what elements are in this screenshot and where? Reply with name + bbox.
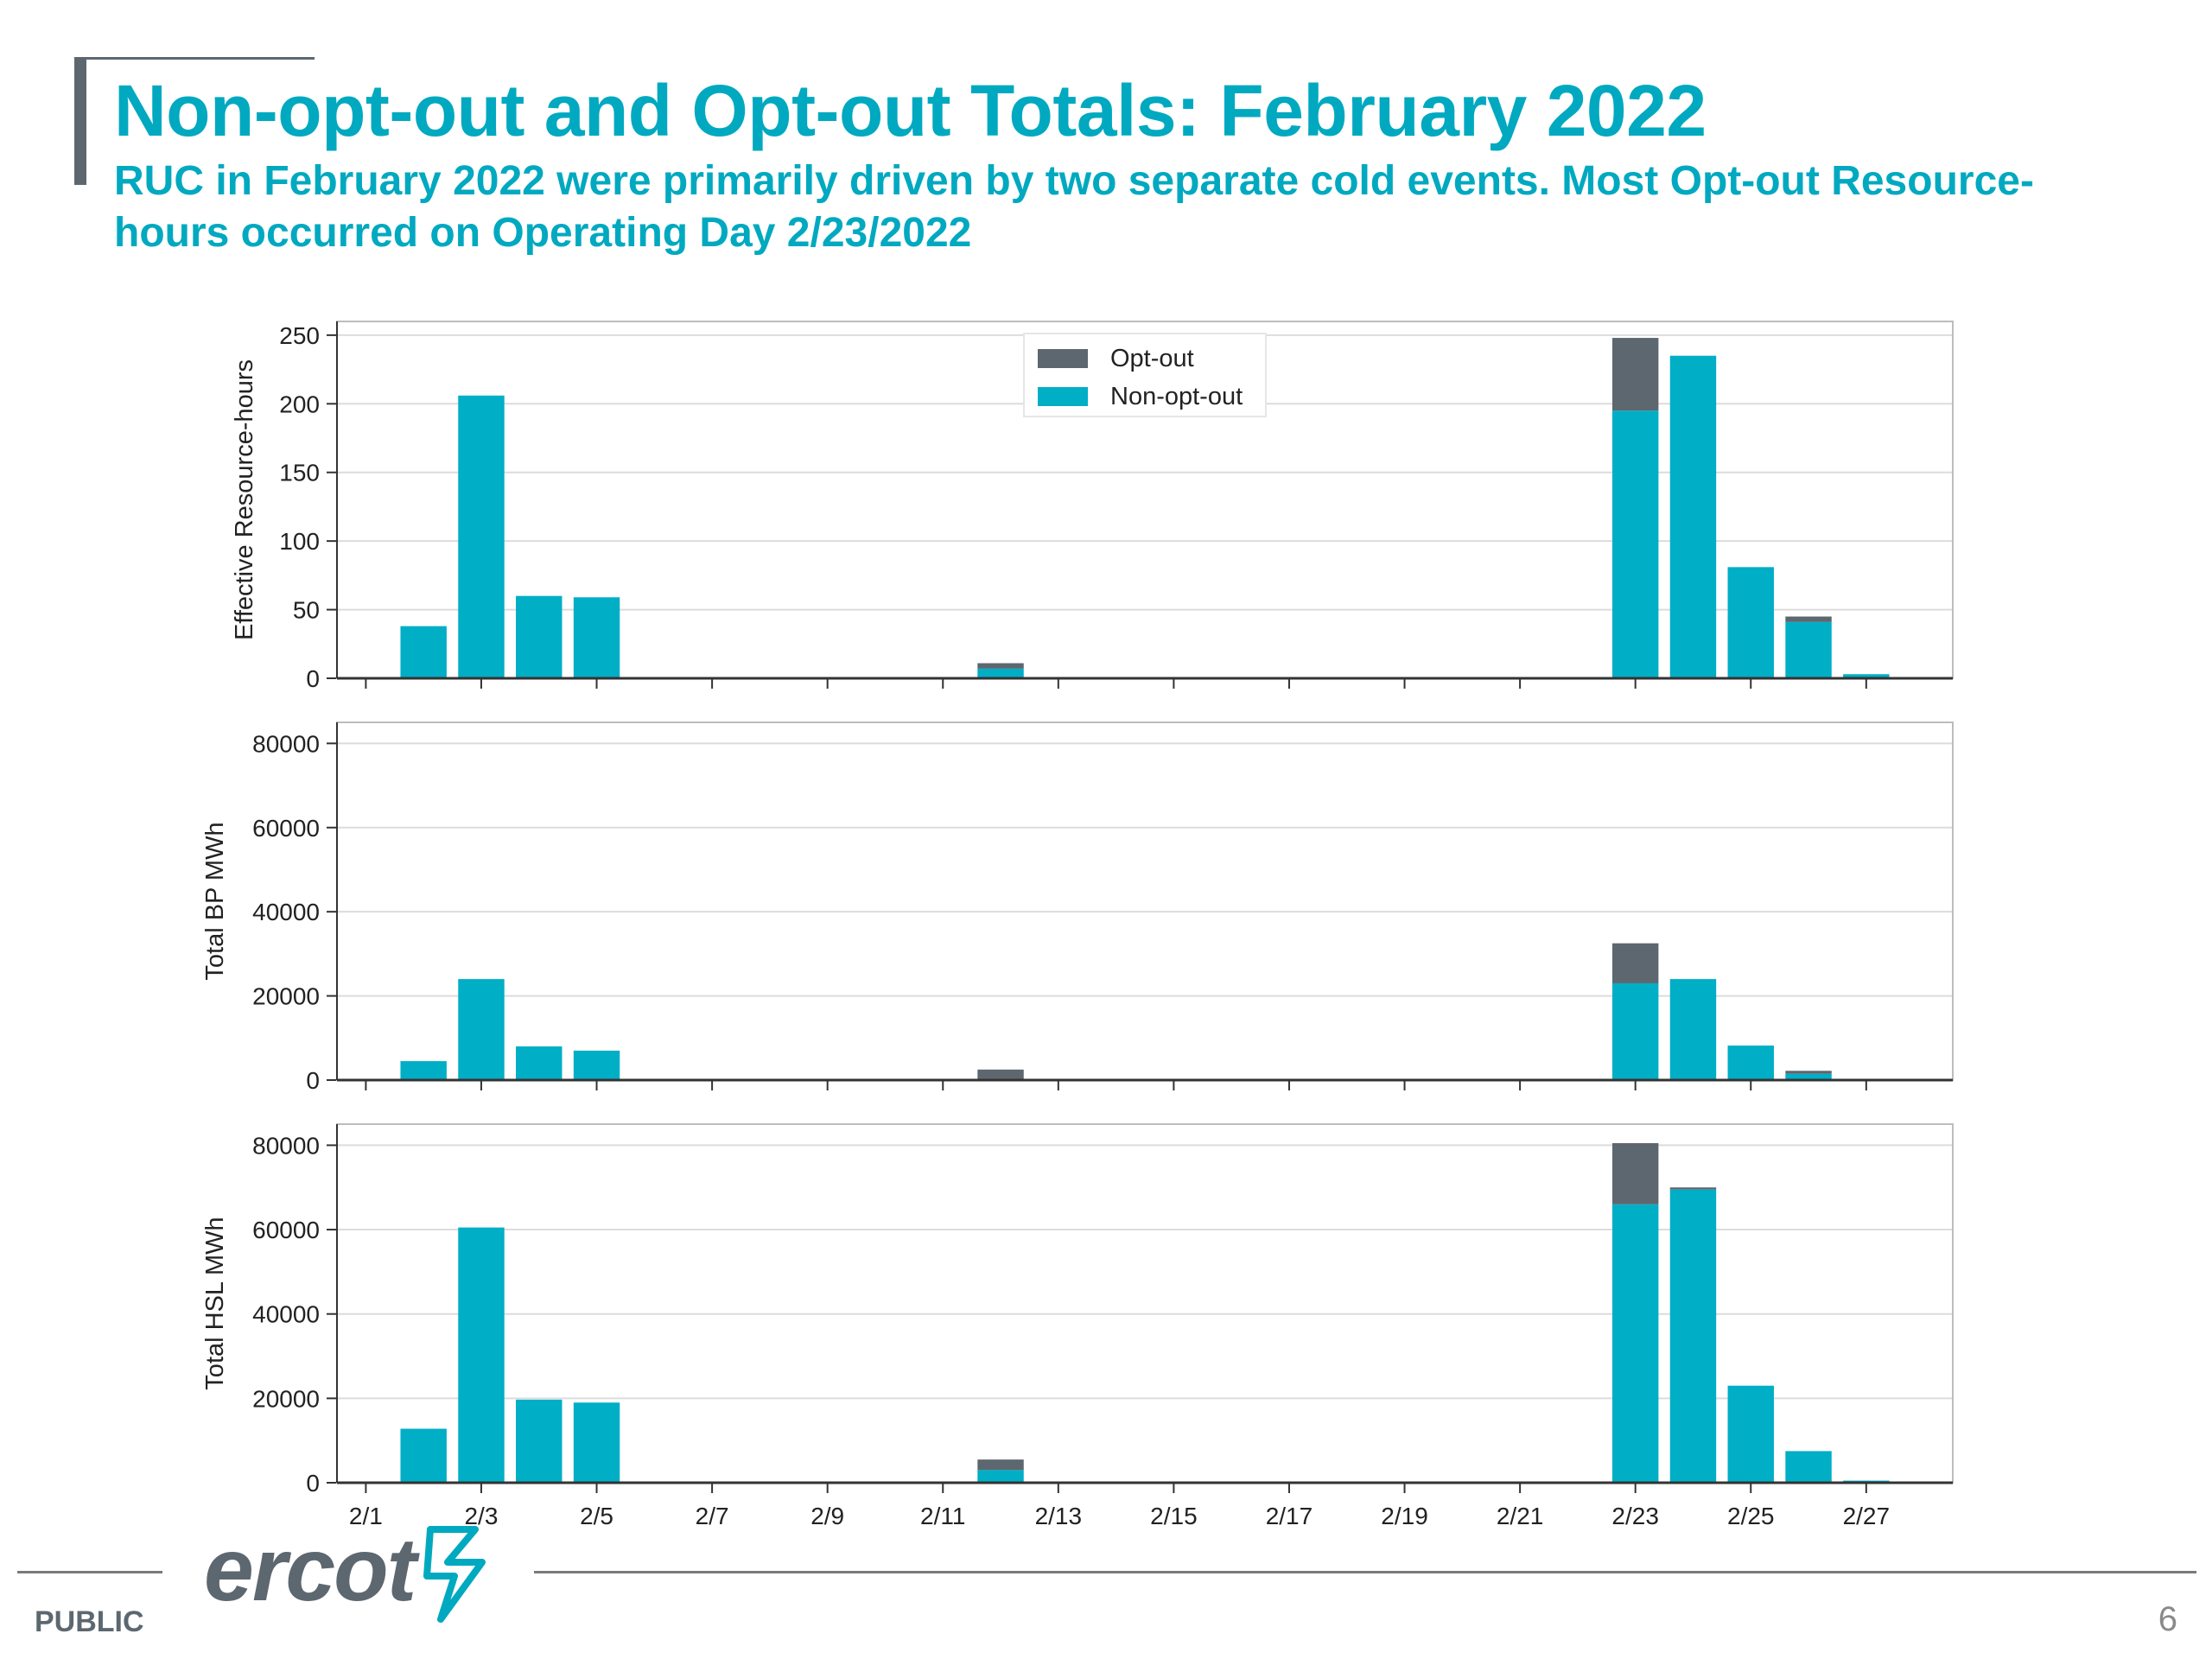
bar-opt-out-2-23 xyxy=(1611,1142,1659,1205)
y-tick-label: 100 xyxy=(279,528,320,555)
bar-non-opt-out-2-25 xyxy=(1727,567,1774,678)
x-tick-label: 2/11 xyxy=(920,1503,965,1529)
bar-non-opt-out-2-4 xyxy=(516,1046,563,1080)
legend-box xyxy=(1023,333,1267,417)
bar-opt-out-2-26 xyxy=(1785,616,1832,622)
title-accent-line xyxy=(74,57,315,60)
bar-non-opt-out-2-25 xyxy=(1727,1046,1774,1080)
y-tick-label: 0 xyxy=(306,1470,320,1497)
bar-non-opt-out-2-24 xyxy=(1669,1189,1717,1483)
x-tick-label: 2/27 xyxy=(1843,1503,1891,1529)
x-tick-label: 2/7 xyxy=(696,1503,729,1529)
y-tick-label: 60000 xyxy=(252,1217,320,1243)
bar-non-opt-out-2-23 xyxy=(1611,1204,1659,1483)
x-tick-label: 2/9 xyxy=(810,1503,844,1529)
bar-non-opt-out-2-3 xyxy=(458,1227,505,1483)
chart-panel-3: 0 20000 40000 60000 80000 Total HSL MWh 2/1 2/3… xyxy=(201,1123,1954,1529)
chart-legend: Opt-out Non-opt-out xyxy=(1023,333,1267,417)
logo-wordmark: ercot xyxy=(204,1520,416,1620)
ercot-logo: ercot xyxy=(204,1522,498,1626)
slide-subtitle: RUC in February 2022 were primarily driv… xyxy=(114,158,2034,256)
bar-opt-out-2-23 xyxy=(1611,338,1659,411)
y-tick-label: 0 xyxy=(306,1067,320,1094)
y-tick-label: 80000 xyxy=(252,1132,320,1159)
y-axis-label: Total BP MWh xyxy=(201,822,229,980)
bar-non-opt-out-2-5 xyxy=(573,1050,620,1080)
title-accent-bar xyxy=(74,59,86,185)
page-number: 6 xyxy=(2158,1600,2177,1638)
bar-opt-out-2-12 xyxy=(977,663,1024,669)
y-tick-label: 80000 xyxy=(252,730,320,757)
x-tick-label: 2/19 xyxy=(1381,1503,1428,1529)
legend-label: Non-opt-out xyxy=(1110,383,1243,410)
bar-opt-out-2-24 xyxy=(1669,1187,1717,1190)
bar-non-opt-out-2-3 xyxy=(458,979,505,1080)
y-tick-label: 0 xyxy=(306,665,320,692)
y-axis-label: Total HSL MWh xyxy=(201,1217,229,1389)
y-tick-label: 20000 xyxy=(252,1385,320,1412)
y-tick-label: 20000 xyxy=(252,983,320,1010)
bar-non-opt-out-2-2 xyxy=(400,1061,447,1080)
y-tick-label: 40000 xyxy=(252,899,320,925)
bar-non-opt-out-2-25 xyxy=(1727,1385,1774,1483)
chart-panel-1: 0 50 100 150 200 250 Effective Resource-hours O… xyxy=(231,321,1954,692)
y-axis-label: Effective Resource-hours xyxy=(231,359,258,640)
y-tick-label: 60000 xyxy=(252,815,320,842)
bar-non-opt-out-2-27 xyxy=(1843,674,1890,678)
bar-non-opt-out-2-26 xyxy=(1785,1073,1832,1080)
x-tick-label: 2/5 xyxy=(580,1503,613,1529)
bar-non-opt-out-2-2 xyxy=(400,1428,447,1483)
legend-swatch-non-opt-out xyxy=(1038,387,1088,406)
bar-non-opt-out-2-24 xyxy=(1669,355,1717,678)
chart-panel-2: 0 20000 40000 60000 80000 Total BP MWh xyxy=(201,721,1954,1094)
bar-opt-out-2-23 xyxy=(1611,943,1659,983)
bar-non-opt-out-2-23 xyxy=(1611,410,1659,678)
x-tick-label: 2/3 xyxy=(464,1503,498,1529)
lightning-bolt-icon xyxy=(423,1526,486,1623)
legend-swatch-opt-out xyxy=(1038,349,1088,368)
bar-non-opt-out-2-4 xyxy=(516,595,563,678)
slide-title: Non-opt-out and Opt-out Totals: February… xyxy=(114,70,1707,151)
bar-non-opt-out-2-5 xyxy=(573,597,620,678)
bar-opt-out-2-12 xyxy=(977,1459,1024,1471)
bar-non-opt-out-2-2 xyxy=(400,626,447,678)
y-tick-label: 50 xyxy=(293,597,320,624)
footer-public-label: PUBLIC xyxy=(35,1605,144,1638)
x-tick-label: 2/23 xyxy=(1611,1503,1659,1529)
x-tick-label: 2/13 xyxy=(1035,1503,1083,1529)
bar-non-opt-out-2-3 xyxy=(458,395,505,678)
x-tick-label: 2/17 xyxy=(1266,1503,1313,1529)
x-tick-label: 2/21 xyxy=(1497,1503,1544,1529)
bar-non-opt-out-2-12 xyxy=(977,1470,1024,1483)
bar-non-opt-out-2-24 xyxy=(1669,979,1717,1080)
legend-label: Opt-out xyxy=(1110,345,1194,372)
y-tick-label: 250 xyxy=(279,322,320,349)
bar-opt-out-2-12 xyxy=(977,1069,1024,1080)
footer-divider-right xyxy=(534,1571,2196,1573)
bar-non-opt-out-2-26 xyxy=(1785,621,1832,678)
x-tick-label: 2/15 xyxy=(1150,1503,1198,1529)
bar-non-opt-out-2-26 xyxy=(1785,1451,1832,1483)
x-tick-label: 2/1 xyxy=(349,1503,383,1529)
bar-opt-out-2-26 xyxy=(1785,1071,1832,1074)
y-tick-label: 40000 xyxy=(252,1301,320,1328)
bar-non-opt-out-2-5 xyxy=(573,1402,620,1483)
bar-non-opt-out-2-12 xyxy=(977,668,1024,678)
x-tick-label: 2/25 xyxy=(1727,1503,1775,1529)
bar-non-opt-out-2-23 xyxy=(1611,982,1659,1080)
footer-divider-left xyxy=(17,1571,162,1573)
y-tick-label: 200 xyxy=(279,391,320,417)
bar-non-opt-out-2-4 xyxy=(516,1399,563,1483)
y-tick-label: 150 xyxy=(279,460,320,486)
